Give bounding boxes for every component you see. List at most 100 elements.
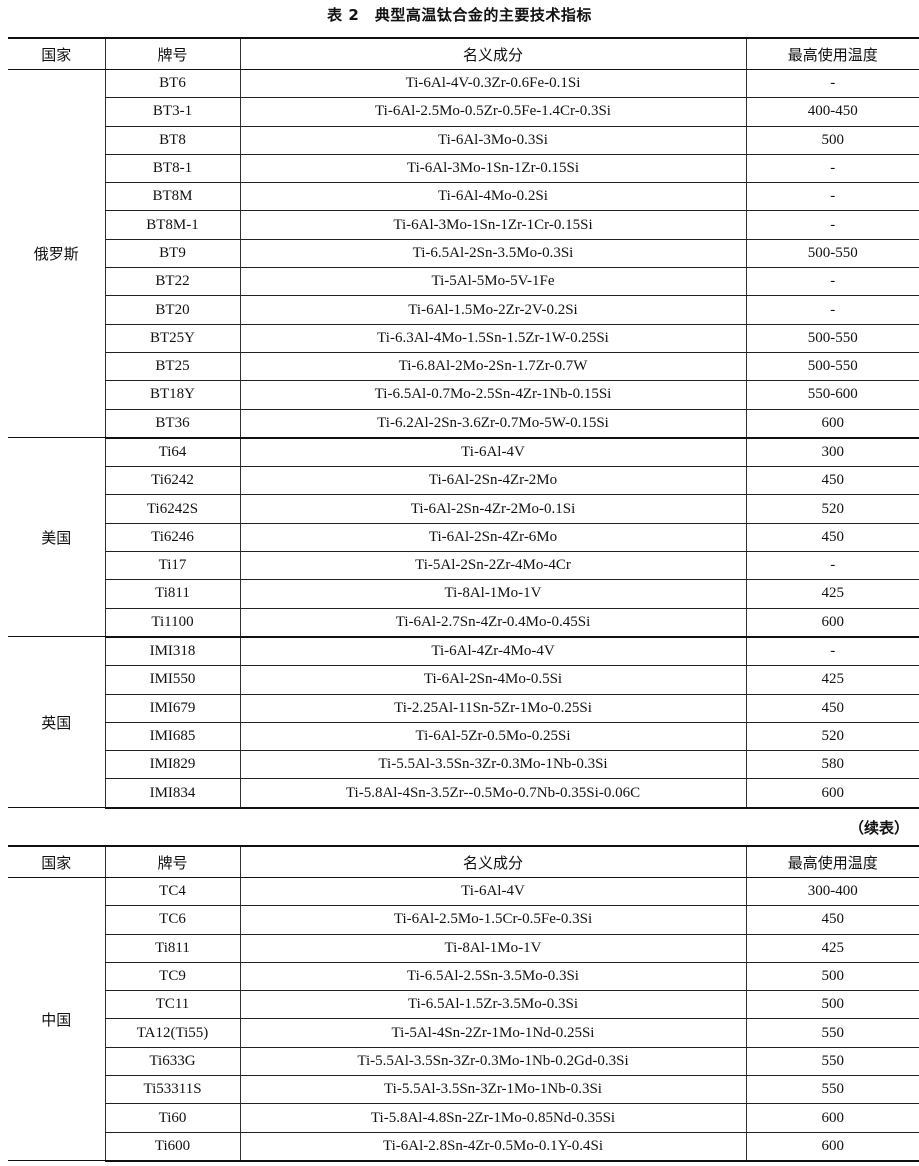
header-country: 国家 bbox=[8, 845, 105, 878]
max-temp-cell: 550 bbox=[746, 1047, 919, 1077]
table-row: Ti60 Ti-5.8Al-4.8Sn-2Zr-1Mo-0.85Nd-0.35Si… bbox=[8, 1103, 919, 1133]
max-temp-cell: - bbox=[746, 210, 919, 240]
table-row: BT3-1 Ti-6Al-2.5Mo-0.5Zr-0.5Fe-1.4Cr-0.3S… bbox=[8, 97, 919, 127]
grade-cell: TC11 bbox=[104, 990, 240, 1020]
max-temp-cell: 550 bbox=[746, 1075, 919, 1105]
composition-cell: Ti-5.5Al-3.5Sn-3Zr-0.3Mo-1Nb-0.2Gd-0.3Si bbox=[239, 1047, 747, 1077]
table-row: Ti17 Ti-5Al-2Sn-2Zr-4Mo-4Cr - bbox=[8, 551, 919, 581]
composition-cell: Ti-6Al-3Mo-1Sn-1Zr-1Cr-0.15Si bbox=[239, 210, 747, 240]
table-row: BT20 Ti-6Al-1.5Mo-2Zr-2V-0.2Si - bbox=[8, 295, 919, 325]
composition-cell: Ti-6Al-2Sn-4Mo-0.5Si bbox=[239, 665, 747, 695]
max-temp-cell: 300 bbox=[746, 437, 919, 468]
composition-cell: Ti-6Al-1.5Mo-2Zr-2V-0.2Si bbox=[239, 295, 747, 325]
table-row: BT18Y Ti-6.5Al-0.7Mo-2.5Sn-4Zr-1Nb-0.15Si… bbox=[8, 380, 919, 410]
grade-cell: IMI829 bbox=[104, 750, 240, 780]
composition-cell: Ti-5.8Al-4Sn-3.5Zr--0.5Mo-0.7Nb-0.35Si-0… bbox=[239, 778, 747, 809]
composition-cell: Ti-6.8Al-2Mo-2Sn-1.7Zr-0.7W bbox=[239, 352, 747, 382]
composition-cell: Ti-5Al-4Sn-2Zr-1Mo-1Nd-0.25Si bbox=[239, 1018, 747, 1048]
composition-cell: Ti-6Al-2.7Sn-4Zr-0.4Mo-0.45Si bbox=[239, 608, 747, 638]
grade-cell: Ti6242S bbox=[104, 494, 240, 524]
grade-cell: BT8 bbox=[104, 126, 240, 155]
composition-cell: Ti-6.5Al-0.7Mo-2.5Sn-4Zr-1Nb-0.15Si bbox=[239, 380, 747, 410]
table-title: 表 2 典型高温钛合金的主要技术指标 bbox=[327, 6, 592, 24]
grade-cell: BT9 bbox=[104, 239, 240, 269]
max-temp-cell: 500-550 bbox=[746, 352, 919, 382]
header-row: 国家 牌号 名义成分 最高使用温度 bbox=[8, 37, 919, 70]
grade-cell: Ti1100 bbox=[104, 608, 240, 638]
alloy-table-continued: 国家 牌号 名义成分 最高使用温度 中国 TC4 Ti-6Al-4V 300-400 T… bbox=[8, 845, 919, 1162]
composition-cell: Ti-6Al-2Sn-4Zr-6Mo bbox=[239, 523, 747, 553]
header-composition: 名义成分 bbox=[239, 37, 747, 70]
max-temp-cell: 450 bbox=[746, 905, 919, 935]
composition-cell: Ti-6Al-2.5Mo-0.5Zr-0.5Fe-1.4Cr-0.3Si bbox=[239, 97, 747, 127]
max-temp-cell: - bbox=[746, 154, 919, 184]
max-temp-cell: - bbox=[746, 182, 919, 212]
grade-cell: Ti600 bbox=[104, 1132, 240, 1162]
grade-cell: IMI685 bbox=[104, 722, 240, 752]
max-temp-cell: 425 bbox=[746, 579, 919, 609]
grade-cell: BT25Y bbox=[104, 324, 240, 353]
header-country: 国家 bbox=[8, 37, 105, 70]
grade-cell: BT8-1 bbox=[104, 154, 240, 184]
grade-cell: Ti811 bbox=[104, 579, 240, 609]
grade-cell: Ti811 bbox=[104, 934, 240, 963]
max-temp-cell: 600 bbox=[746, 778, 919, 809]
composition-cell: Ti-5.5Al-3.5Sn-3Zr-0.3Mo-1Nb-0.3Si bbox=[239, 750, 747, 780]
table-row: TC6 Ti-6Al-2.5Mo-1.5Cr-0.5Fe-0.3Si 450 bbox=[8, 905, 919, 935]
grade-cell: Ti64 bbox=[104, 437, 240, 468]
grade-cell: TC6 bbox=[104, 905, 240, 935]
composition-cell: Ti-6Al-2.5Mo-1.5Cr-0.5Fe-0.3Si bbox=[239, 905, 747, 935]
max-temp-cell: 400-450 bbox=[746, 97, 919, 127]
composition-cell: Ti-6Al-2.8Sn-4Zr-0.5Mo-0.1Y-0.4Si bbox=[239, 1132, 747, 1162]
header-composition: 名义成分 bbox=[239, 845, 747, 878]
max-temp-cell: 500 bbox=[746, 990, 919, 1020]
continued-label: （续表） bbox=[848, 819, 909, 837]
table-row: Ti6242 Ti-6Al-2Sn-4Zr-2Mo 450 bbox=[8, 466, 919, 496]
header-max-temp: 最高使用温度 bbox=[746, 37, 919, 70]
max-temp-cell: - bbox=[746, 295, 919, 325]
country-cell: 英国 bbox=[8, 636, 105, 809]
grade-cell: BT18Y bbox=[104, 380, 240, 410]
grade-cell: TC4 bbox=[104, 877, 240, 907]
max-temp-cell: 600 bbox=[746, 608, 919, 638]
composition-cell: Ti-5Al-2Sn-2Zr-4Mo-4Cr bbox=[239, 551, 747, 581]
table-row: IMI685 Ti-6Al-5Zr-0.5Mo-0.25Si 520 bbox=[8, 722, 919, 752]
composition-cell: Ti-6.3Al-4Mo-1.5Sn-1.5Zr-1W-0.25Si bbox=[239, 324, 747, 353]
table-row: TC11 Ti-6.5Al-1.5Zr-3.5Mo-0.3Si 500 bbox=[8, 990, 919, 1020]
table-row: Ti6246 Ti-6Al-2Sn-4Zr-6Mo 450 bbox=[8, 523, 919, 553]
composition-cell: Ti-6Al-3Mo-0.3Si bbox=[239, 126, 747, 155]
grade-cell: BT8M bbox=[104, 182, 240, 212]
header-max-temp: 最高使用温度 bbox=[746, 845, 919, 878]
grade-cell: Ti60 bbox=[104, 1103, 240, 1133]
grade-cell: Ti6246 bbox=[104, 523, 240, 553]
composition-cell: Ti-6Al-2Sn-4Zr-2Mo bbox=[239, 466, 747, 496]
table-row: IMI829 Ti-5.5Al-3.5Sn-3Zr-0.3Mo-1Nb-0.3Si… bbox=[8, 750, 919, 780]
alloy-table: 国家 牌号 名义成分 最高使用温度 俄罗斯 BT6 Ti-6Al-4V-0.3Zr-… bbox=[8, 37, 919, 809]
max-temp-cell: 580 bbox=[746, 750, 919, 780]
max-temp-cell: 425 bbox=[746, 665, 919, 695]
grade-cell: BT8M-1 bbox=[104, 210, 240, 240]
composition-cell: Ti-6.5Al-2Sn-3.5Mo-0.3Si bbox=[239, 239, 747, 269]
composition-cell: Ti-6Al-2Sn-4Zr-2Mo-0.1Si bbox=[239, 494, 747, 524]
table-row: Ti600 Ti-6Al-2.8Sn-4Zr-0.5Mo-0.1Y-0.4Si 60… bbox=[8, 1132, 919, 1162]
country-cell: 美国 bbox=[8, 437, 105, 638]
max-temp-cell: 550-600 bbox=[746, 380, 919, 410]
table-row: 俄罗斯 BT6 Ti-6Al-4V-0.3Zr-0.6Fe-0.1Si - bbox=[8, 69, 919, 439]
grade-cell: TA12(Ti55) bbox=[104, 1018, 240, 1048]
max-temp-cell: 450 bbox=[746, 523, 919, 553]
grade-cell: BT22 bbox=[104, 267, 240, 297]
table-row: IMI550 Ti-6Al-2Sn-4Mo-0.5Si 425 bbox=[8, 665, 919, 695]
max-temp-cell: 425 bbox=[746, 934, 919, 963]
table-row: BT22 Ti-5Al-5Mo-5V-1Fe - bbox=[8, 267, 919, 297]
max-temp-cell: 450 bbox=[746, 694, 919, 723]
table-row: TC9 Ti-6.5Al-2.5Sn-3.5Mo-0.3Si 500 bbox=[8, 962, 919, 992]
table-body: 中国 TC4 Ti-6Al-4V 300-400 TC6 Ti-6Al-2.5Mo-1.5… bbox=[8, 877, 919, 1162]
composition-cell: Ti-6.2Al-2Sn-3.6Zr-0.7Mo-5W-0.15Si bbox=[239, 409, 747, 439]
composition-cell: Ti-5Al-5Mo-5V-1Fe bbox=[239, 267, 747, 297]
composition-cell: Ti-5.8Al-4.8Sn-2Zr-1Mo-0.85Nd-0.35Si bbox=[239, 1103, 747, 1133]
table-row: Ti811 Ti-8Al-1Mo-1V 425 bbox=[8, 934, 919, 963]
max-temp-cell: 300-400 bbox=[746, 877, 919, 907]
table-row: TA12(Ti55) Ti-5Al-4Sn-2Zr-1Mo-1Nd-0.25Si 5… bbox=[8, 1018, 919, 1048]
table-row: BT8M Ti-6Al-4Mo-0.2Si - bbox=[8, 182, 919, 212]
max-temp-cell: - bbox=[746, 267, 919, 297]
